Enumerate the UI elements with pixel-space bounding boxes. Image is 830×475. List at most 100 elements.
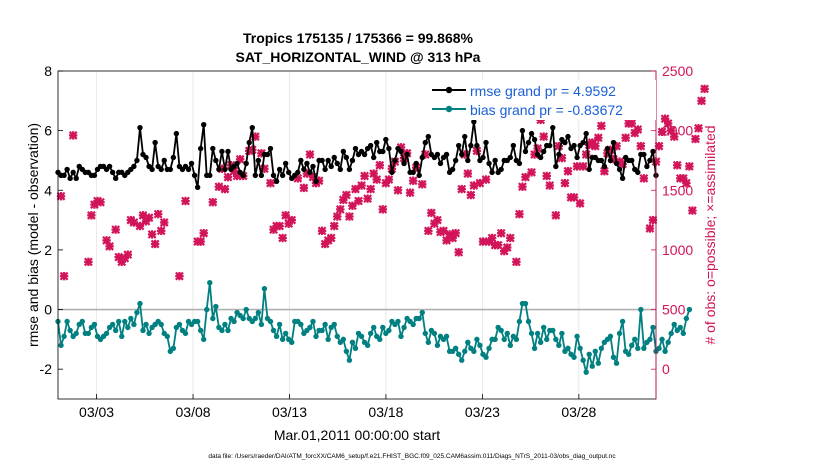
obs-assimilated-point	[329, 221, 339, 231]
obs-assimilated-point	[487, 233, 497, 243]
bias-point	[370, 324, 377, 331]
rmse-point	[647, 157, 653, 164]
bias-point	[671, 321, 677, 328]
obs-assimilated-point	[83, 257, 93, 267]
x-tick-label: 03/18	[368, 404, 403, 420]
rmse-point	[522, 148, 529, 155]
bias-point	[210, 315, 216, 322]
bias-series	[55, 280, 693, 375]
rmse-point	[583, 130, 589, 137]
bias-point	[298, 321, 304, 328]
chart-title-line2: SAT_HORIZONTAL_WIND @ 313 hPa	[236, 49, 481, 65]
rmse-point	[213, 157, 219, 164]
rmse-point	[295, 169, 301, 176]
rmse-point	[498, 166, 504, 173]
x-axis: 03/03 03/08 03/13 03/18 03/23 03/28	[79, 394, 597, 420]
bias-point	[537, 339, 544, 346]
bias-point	[252, 315, 259, 322]
obs-assimilated-point	[123, 250, 133, 260]
rmse-point	[185, 166, 192, 173]
obs-assimilated-point	[451, 228, 461, 238]
obs-assimilated-point	[596, 121, 606, 131]
obs-assimilated-point	[405, 188, 415, 198]
bias-point	[213, 303, 219, 310]
rmse-point	[459, 151, 465, 158]
bias-point	[289, 339, 295, 346]
bias-point	[553, 336, 559, 343]
obs-assimilated-point	[700, 84, 709, 94]
bias-point	[367, 330, 374, 337]
bias-point	[349, 339, 356, 346]
bias-point	[386, 327, 392, 334]
obs-assimilated-point	[423, 226, 433, 236]
obs-assimilated-point	[287, 215, 297, 225]
rmse-point	[613, 160, 620, 167]
obs-assimilated-point	[87, 210, 96, 220]
rmse-point	[67, 175, 73, 182]
rmse-point	[70, 169, 76, 176]
bias-point	[616, 330, 623, 337]
bias-point	[443, 333, 450, 340]
rmse-point	[307, 169, 313, 176]
rmse-point	[486, 160, 492, 167]
bias-point	[325, 336, 331, 343]
rmse-point	[258, 172, 265, 179]
obs-assimilated-point	[354, 196, 363, 206]
rmse-point	[416, 172, 422, 179]
obs-assimilated-point	[105, 241, 114, 251]
obs-assimilated-point	[590, 141, 600, 151]
rmse-point	[404, 151, 410, 158]
rmse-point	[443, 151, 450, 158]
obs-assimilated-point	[481, 175, 491, 184]
rmse-point	[216, 166, 222, 173]
rmse-point	[580, 139, 586, 146]
bias-point	[116, 318, 122, 325]
bias-point	[279, 336, 286, 343]
bias-point	[565, 345, 571, 352]
rmse-point	[134, 157, 140, 164]
rmse-point	[197, 145, 204, 152]
y-tick-label-left: 2	[44, 242, 52, 258]
bias-point	[419, 309, 425, 316]
obs-assimilated-point	[175, 271, 184, 281]
rmse-point	[398, 148, 404, 155]
bias-point	[556, 342, 562, 349]
bias-point	[650, 324, 656, 331]
rmse-point	[483, 139, 489, 146]
obs-assimilated-point	[299, 183, 309, 193]
obs-assimilated-point	[59, 271, 69, 281]
bias-point	[140, 327, 146, 334]
rmse-point	[389, 169, 395, 176]
bias-point	[452, 345, 459, 352]
rmse-point	[137, 124, 143, 131]
obs-assimilated-point	[545, 181, 555, 190]
bias-point	[501, 336, 507, 343]
obs-assimilated-point	[96, 197, 105, 207]
obs-assimilated-point	[433, 215, 442, 225]
rmse-point	[635, 169, 641, 176]
bias-point	[632, 336, 638, 343]
legend-rmse-label: rmse grand pr = 4.9592	[470, 83, 616, 99]
rmse-point	[425, 133, 432, 140]
bias-point	[222, 321, 228, 328]
y-tick-label-right: 2000	[662, 123, 693, 139]
bias-point	[128, 315, 134, 322]
bias-point	[243, 306, 249, 313]
obs-assimilated-point	[463, 169, 473, 178]
left-axis: -2 0 2 4 6 8	[40, 63, 63, 377]
bias-point	[410, 321, 416, 328]
rmse-point	[304, 160, 310, 167]
bias-point	[197, 327, 204, 334]
bias-point	[194, 318, 201, 325]
bias-point	[422, 330, 428, 337]
rmse-point	[276, 166, 283, 173]
rmse-point	[598, 157, 605, 164]
obs-assimilated-point	[384, 175, 394, 184]
y-tick-label-right: 0	[662, 361, 670, 377]
bias-point	[125, 324, 131, 331]
bias-point	[550, 327, 556, 334]
bias-point	[122, 318, 128, 325]
rmse-point	[161, 157, 167, 164]
rmse-point	[331, 154, 337, 161]
obs-assimilated-point	[199, 228, 209, 238]
